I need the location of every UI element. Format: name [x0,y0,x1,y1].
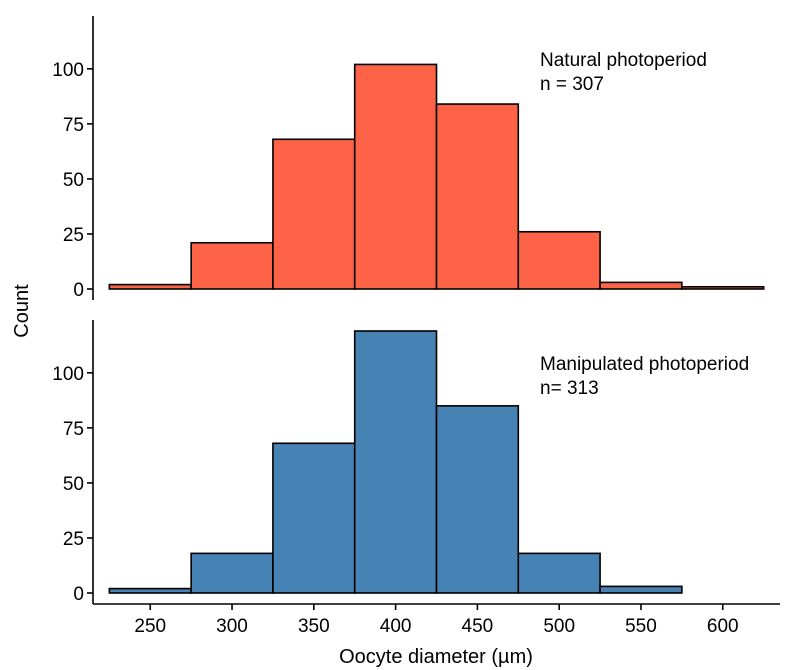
x-tick-label-7: 600 [707,616,739,637]
x-tick-label-5: 500 [543,616,575,637]
bar-panel1-bin-7 [599,281,683,290]
annotation-title-panel-2: Manipulated photoperiod [540,354,749,375]
bar-panel1-bin-6 [517,230,601,290]
bar-panel2-bin-4 [353,330,438,594]
x-tick-label-1: 300 [216,616,248,637]
bar-panel1-bin-8 [681,285,765,290]
annotation-n-panel-1: n = 307 [540,74,604,95]
bar-panel1-bin-2 [190,241,274,290]
panel-1: 0 25 50 75 100 Natural photoperiod n = 307 [52,16,765,301]
y-tick-label-panel2-4: 100 [52,364,84,385]
annotation-title-panel-1: Natural photoperiod [540,50,707,71]
y-axis-title: Count [11,284,33,338]
y-tick-label-panel1-3: 75 [63,115,84,136]
y-tick-label-panel1-1: 25 [63,225,84,246]
bar-panel1-bin-5 [435,103,520,290]
x-tick-label-6: 550 [625,616,657,637]
bar-panel2-bin-1 [108,587,192,594]
y-tick-label-panel2-3: 75 [63,419,84,440]
annotation-n-panel-2: n= 313 [540,378,599,399]
y-tick-label-panel2-2: 50 [63,474,84,495]
bar-panel2-bin-5 [435,405,520,594]
bar-panel2-bin-6 [517,552,601,594]
bar-panel2-bin-3 [272,442,356,594]
y-tick-label-panel2-0: 0 [73,584,84,605]
y-tick-label-panel2-1: 25 [63,529,84,550]
y-tick-label-panel1-4: 100 [52,60,84,81]
panel-2: 0 25 50 75 100 Manipulated photoperiod n= 313 [52,320,749,605]
bar-panel2-bin-2 [190,552,274,594]
bar-panel1-bin-4 [353,63,438,290]
x-axis-title: Oocyte diameter (µm) [339,646,533,668]
bar-panel2-bin-7 [599,585,683,594]
bar-panel1-bin-1 [108,283,192,290]
panels-group: 0 25 50 75 100 Natural photoperiod n = 307 0 25 5… [52,16,765,605]
y-tick-label-panel1-0: 0 [73,280,84,301]
x-tick-label-3: 400 [380,616,412,637]
x-tick-label-0: 250 [134,616,166,637]
y-tick-label-panel1-2: 50 [63,170,84,191]
x-tick-label-2: 350 [298,616,330,637]
bar-panel1-bin-3 [272,138,356,290]
x-axis: 250 300 350 400 450 500 550 600 [93,603,780,637]
x-tick-label-4: 450 [462,616,494,637]
